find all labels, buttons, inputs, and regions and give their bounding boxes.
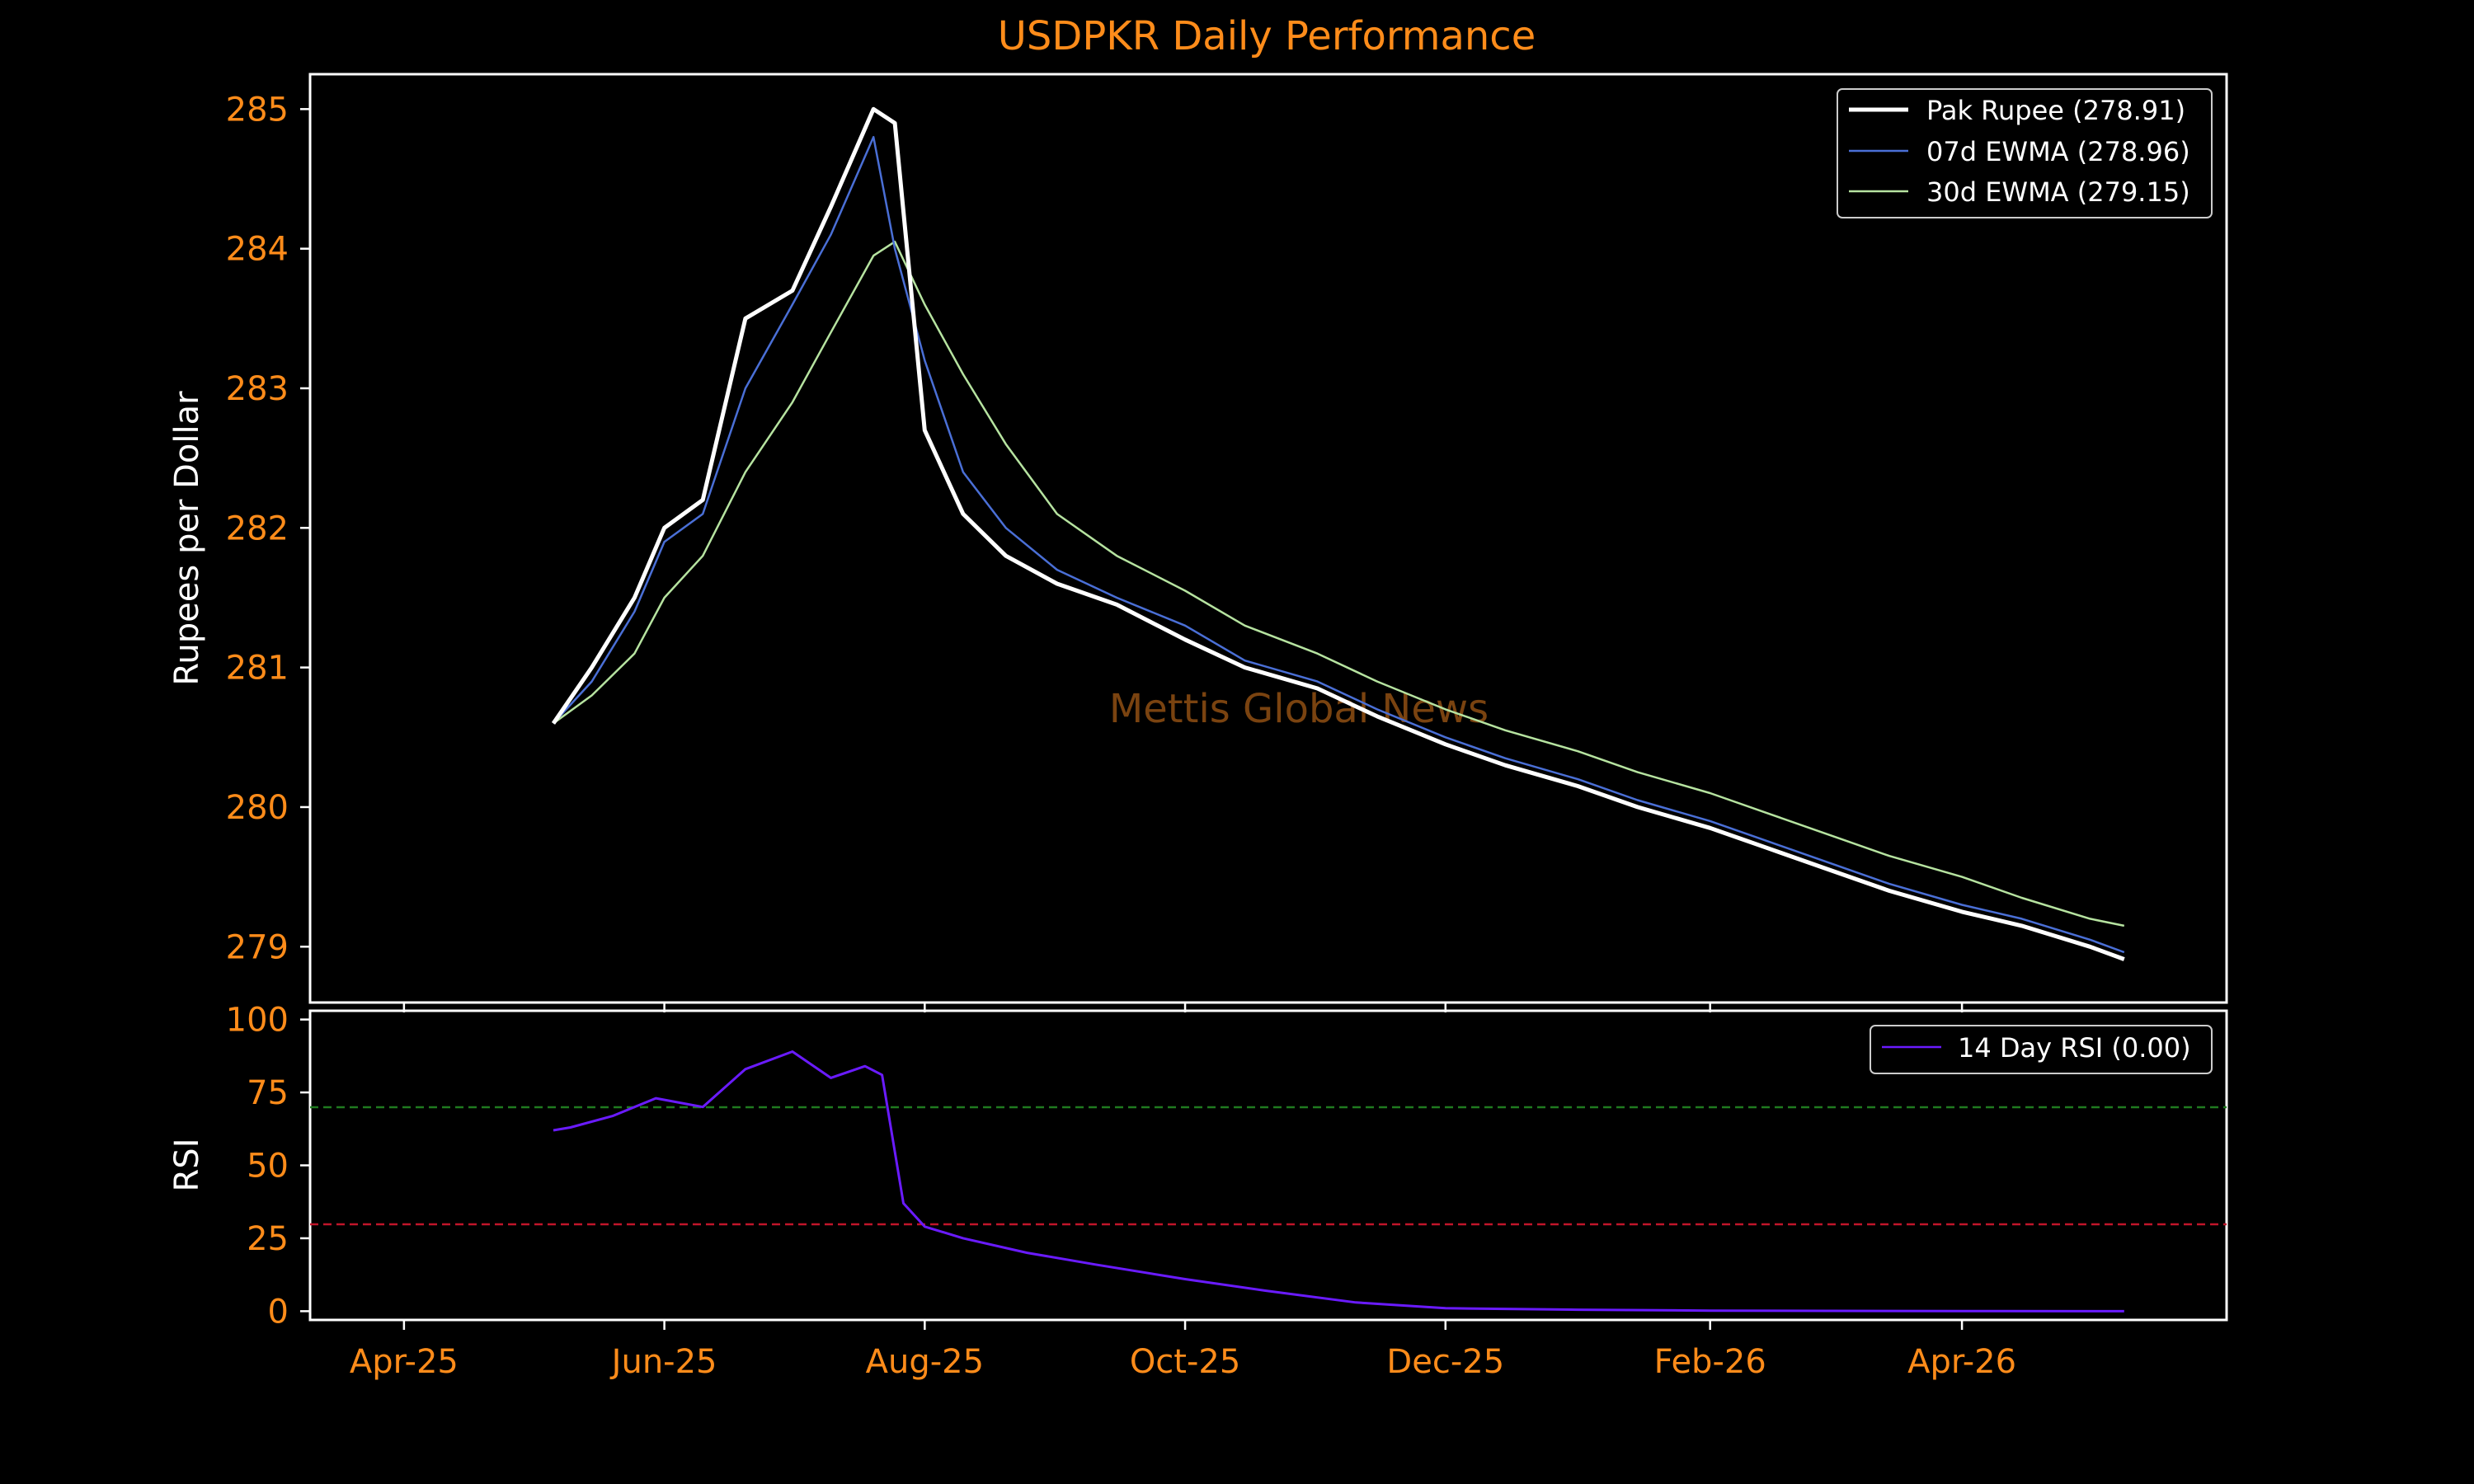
legend-label-07d-ewma: 07d EWMA (278.96) [1926,136,2190,167]
x-tick-label-Apr-25: Apr-25 [350,1343,459,1381]
price-panel: Rupees per Dollar Mettis Global News 285… [168,73,2228,1004]
rsi-y-tick-label-75: 75 [247,1074,289,1112]
legend-label-rsi: 14 Day RSI (0.00) [1958,1032,2191,1064]
chart-title: USDPKR Daily Performance [998,13,1536,59]
price-plot-frame [308,73,2228,1004]
rsi-y-tick-label-0: 0 [268,1293,289,1331]
rsi-legend: 14 Day RSI (0.00) [1870,1025,2213,1074]
rsi-y-tick-label-100: 100 [226,1002,289,1040]
price-y-tick-label-279: 279 [226,928,289,966]
price-y-tick-label-281: 281 [226,650,289,688]
x-tick-label-Oct-25: Oct-25 [1130,1343,1241,1381]
ewma-07d-line [553,135,2125,954]
rsi-y-tick-label-50: 50 [247,1148,289,1186]
price-y-tick-label-280: 280 [226,789,289,827]
price-y-tick-label-283: 283 [226,370,289,408]
rsi-legend-box [1870,1025,2213,1074]
legend-label-30d-ewma: 30d EWMA (279.15) [1926,176,2190,208]
watermark-text: Mettis Global News [1109,686,1489,732]
rsi-line [553,1050,2124,1313]
x-tick-label-Jun-25: Jun-25 [609,1343,717,1381]
x-tick-label-Dec-25: Dec-25 [1386,1343,1504,1381]
legend-label-pak-rupee: Pak Rupee (278.91) [1926,95,2185,126]
ewma-30d-line [553,240,2125,928]
price-y-tick-label-282: 282 [226,510,289,547]
x-tick-label-Feb-26: Feb-26 [1654,1343,1766,1381]
rsi-y-tick-label-25: 25 [247,1220,289,1258]
price-y-tick-label-285: 285 [226,91,289,129]
pak-rupee-line [551,106,2125,961]
rsi-panel: RSI 100 75 50 25 0 14 Day RSI (0.00) [168,1002,2228,1331]
price-y-axis-label: Rupees per Dollar [168,391,206,686]
price-legend-box [1837,88,2213,218]
x-tick-label-Apr-26: Apr-26 [1907,1343,2016,1381]
x-tick-label-Aug-25: Aug-25 [866,1343,984,1381]
price-y-tick-label-284: 284 [226,231,289,269]
price-legend: Pak Rupee (278.91) 07d EWMA (278.96) 30d… [1837,88,2213,218]
rsi-y-axis-label: RSI [168,1139,206,1192]
